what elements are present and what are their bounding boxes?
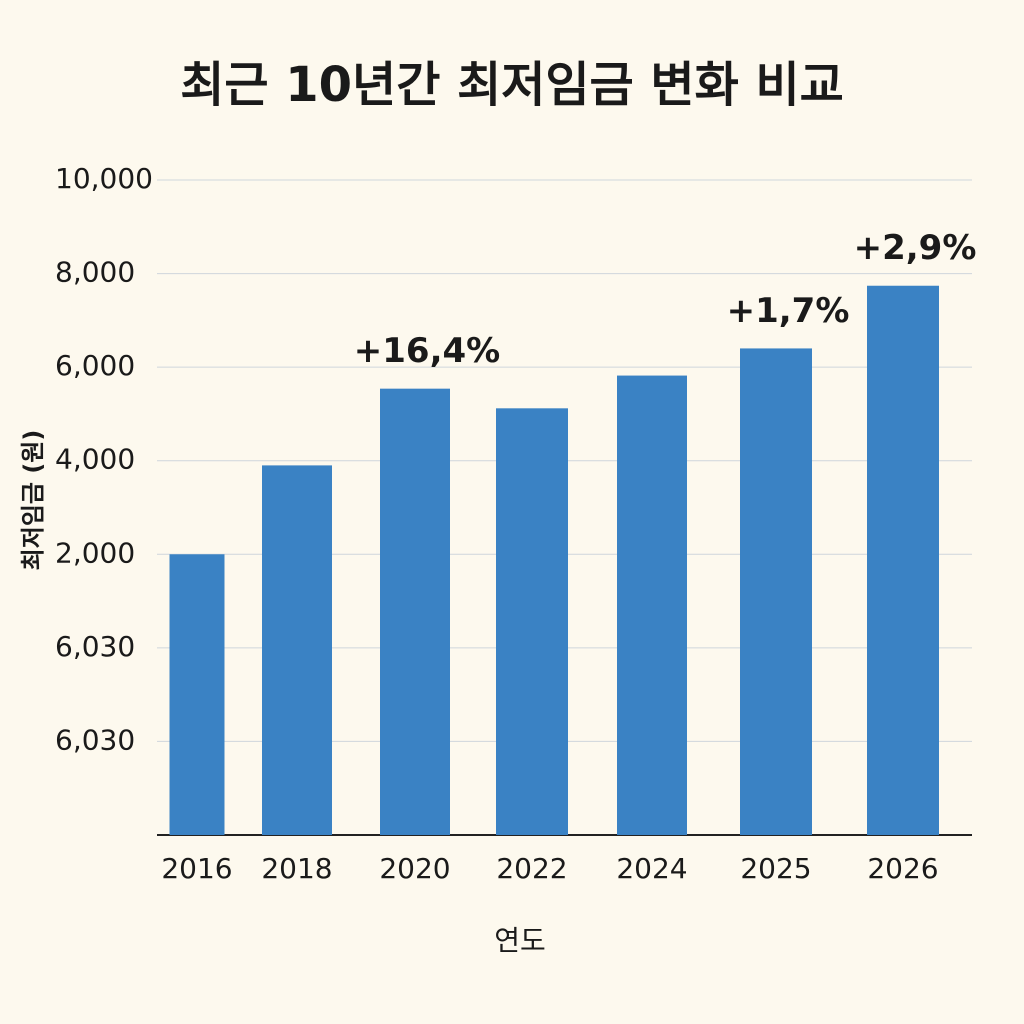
y-tick-label: 8,000 [55,256,135,289]
chart-title: 최근 10년간 최저임금 변화 비교 [180,57,844,113]
x-tick-label: 2025 [740,852,811,885]
annotation: +16,4% [354,331,500,371]
x-tick-label: 2026 [867,852,938,885]
x-tick-label: 2016 [161,852,232,885]
x-axis-label: 연도 [494,924,546,957]
y-tick-label: 6,030 [55,723,135,756]
x-tick-label: 2020 [379,852,450,885]
bar [740,348,812,835]
bar [262,465,332,835]
y-tick-label: 4,000 [55,443,135,476]
bar [867,285,939,835]
y-tick-label: 10,000 [55,162,153,195]
x-tick-label: 2018 [261,852,332,885]
y-tick-label: 6,030 [55,630,135,663]
bar [496,408,568,835]
bar [617,375,687,835]
x-tick-label: 2022 [496,852,567,885]
bar [380,388,450,835]
annotation: +2,9% [854,228,977,268]
y-axis-label: 최저임금 (원) [19,430,47,571]
bar [169,554,225,835]
annotation: +1,7% [727,291,850,331]
x-tick-label: 2024 [616,852,687,885]
y-tick-label: 2,000 [55,536,135,569]
y-tick-label: 6,000 [55,349,135,382]
